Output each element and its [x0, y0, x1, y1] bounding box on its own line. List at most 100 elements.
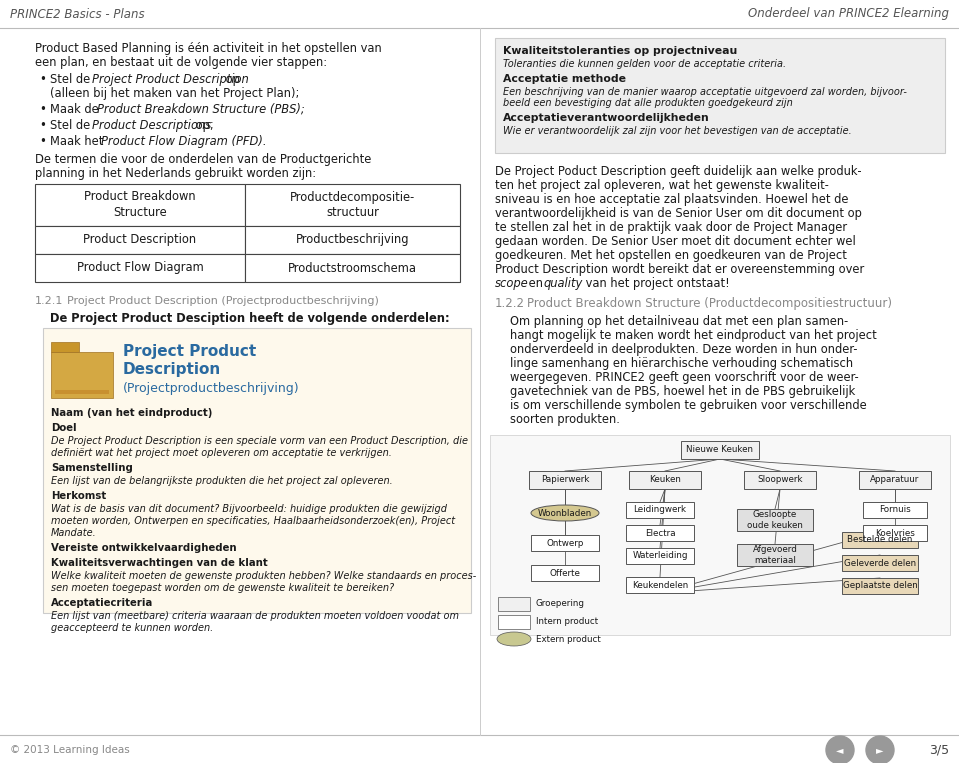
Bar — [51, 342, 79, 352]
Bar — [35, 226, 245, 254]
Text: Product Description: Product Description — [83, 233, 197, 246]
Text: ten het project zal opleveren, wat het gewenste kwaliteit-: ten het project zal opleveren, wat het g… — [495, 179, 829, 192]
Text: De termen die voor de onderdelen van de Productgerichte: De termen die voor de onderdelen van de … — [35, 153, 371, 166]
Bar — [842, 532, 918, 548]
Text: geaccepteerd te kunnen worden.: geaccepteerd te kunnen worden. — [51, 623, 213, 633]
Bar — [51, 352, 113, 398]
Circle shape — [866, 736, 894, 763]
Text: sniveau is en hoe acceptatie zal plaatsvinden. Hoewel het de: sniveau is en hoe acceptatie zal plaatsv… — [495, 193, 849, 206]
Text: hangt mogelijk te maken wordt het eindproduct van het project: hangt mogelijk te maken wordt het eindpr… — [510, 329, 877, 342]
Bar — [498, 615, 530, 629]
Text: Woonbladen: Woonbladen — [538, 508, 592, 517]
Text: © 2013 Learning Ideas: © 2013 Learning Ideas — [10, 745, 129, 755]
Text: Keukendelen: Keukendelen — [632, 581, 689, 590]
Text: Project Product Description: Project Product Description — [92, 73, 248, 86]
Text: 1.2.1: 1.2.1 — [35, 296, 63, 306]
Bar — [626, 502, 694, 518]
Text: ◄: ◄ — [836, 745, 844, 755]
Text: Kwaliteitstoleranties op projectniveau: Kwaliteitstoleranties op projectniveau — [503, 46, 737, 56]
Text: Offerte: Offerte — [550, 568, 580, 578]
Bar — [245, 184, 460, 226]
Text: Wat is de basis van dit document? Bijvoorbeeld: huidige produkten die gewijzigd: Wat is de basis van dit document? Bijvoo… — [51, 504, 447, 514]
Text: Productstroomschema: Productstroomschema — [288, 262, 417, 275]
Text: gavetechniek van de PBS, hoewel het in de PBS gebruikelijk: gavetechniek van de PBS, hoewel het in d… — [510, 385, 855, 398]
Text: Product Flow Diagram (PFD).: Product Flow Diagram (PFD). — [101, 135, 267, 148]
Text: weergegeven. PRINCE2 geeft geen voorschrift voor de weer-: weergegeven. PRINCE2 geeft geen voorschr… — [510, 371, 858, 384]
Text: Mandate.: Mandate. — [51, 528, 97, 538]
Text: Om planning op het detailniveau dat met een plan samen-: Om planning op het detailniveau dat met … — [510, 315, 849, 328]
Text: op;: op; — [192, 119, 214, 132]
Text: verantwoordelijkheid is van de Senior User om dit document op: verantwoordelijkheid is van de Senior Us… — [495, 207, 862, 220]
Text: Onderdeel van PRINCE2 Elearning: Onderdeel van PRINCE2 Elearning — [748, 8, 949, 21]
Text: planning in het Nederlands gebruikt worden zijn:: planning in het Nederlands gebruikt word… — [35, 167, 316, 180]
Text: Productdecompositie-
structuur: Productdecompositie- structuur — [290, 191, 415, 220]
Text: Project Product Description (Projectproductbeschrijving): Project Product Description (Projectprod… — [67, 296, 379, 306]
Text: gedaan worden. De Senior User moet dit document echter wel: gedaan worden. De Senior User moet dit d… — [495, 235, 855, 248]
Bar — [626, 577, 694, 593]
Text: Kwaliteitsverwachtingen van de klant: Kwaliteitsverwachtingen van de klant — [51, 558, 268, 568]
Text: Maak de: Maak de — [50, 103, 103, 116]
Text: Product Breakdown Structure (Productdecompositiestructuur): Product Breakdown Structure (Productdeco… — [527, 297, 892, 310]
Ellipse shape — [531, 505, 599, 521]
Text: van het project ontstaat!: van het project ontstaat! — [582, 277, 730, 290]
Text: Groepering: Groepering — [536, 598, 585, 607]
Text: Productbeschrijving: Productbeschrijving — [295, 233, 409, 246]
Text: Koelvries: Koelvries — [875, 529, 915, 537]
Text: •: • — [39, 135, 46, 148]
Text: Een lijst van de belangrijkste produkten die het project zal opleveren.: Een lijst van de belangrijkste produkten… — [51, 476, 393, 486]
Text: Product Breakdown
Structure: Product Breakdown Structure — [84, 191, 196, 220]
Text: PRINCE2 Basics - Plans: PRINCE2 Basics - Plans — [10, 8, 145, 21]
Text: Stel de: Stel de — [50, 73, 94, 86]
Text: onderverdeeld in deelprodukten. Deze worden in hun onder-: onderverdeeld in deelprodukten. Deze wor… — [510, 343, 857, 356]
Text: Maak het: Maak het — [50, 135, 107, 148]
Text: Geplaatste delen: Geplaatste delen — [843, 581, 918, 591]
Text: is om verschillende symbolen te gebruiken voor verschillende: is om verschillende symbolen te gebruike… — [510, 399, 867, 412]
Text: Doel: Doel — [51, 423, 77, 433]
Text: Fornuis: Fornuis — [879, 506, 911, 514]
Text: Geleverde delen: Geleverde delen — [844, 559, 916, 568]
Text: •: • — [39, 119, 46, 132]
Text: een plan, en bestaat uit de volgende vier stappen:: een plan, en bestaat uit de volgende vie… — [35, 56, 327, 69]
Text: Extern product: Extern product — [536, 635, 600, 643]
Text: (Projectproductbeschrijving): (Projectproductbeschrijving) — [123, 382, 299, 395]
Bar — [43, 328, 471, 613]
Text: scope: scope — [495, 277, 528, 290]
Text: Bestelde delen: Bestelde delen — [848, 536, 913, 545]
Bar — [842, 578, 918, 594]
Text: Nieuwe Keuken: Nieuwe Keuken — [687, 446, 754, 455]
Text: Waterleiding: Waterleiding — [632, 552, 688, 561]
Text: 3/5: 3/5 — [929, 743, 949, 756]
Bar — [529, 471, 601, 489]
Bar — [490, 435, 950, 635]
Text: op: op — [222, 73, 240, 86]
Text: soorten produkten.: soorten produkten. — [510, 413, 620, 426]
Text: 1.2.2: 1.2.2 — [495, 297, 525, 310]
Bar — [498, 597, 530, 611]
Bar — [626, 525, 694, 541]
Text: Product Breakdown Structure (PBS);: Product Breakdown Structure (PBS); — [97, 103, 305, 116]
Text: •: • — [39, 103, 46, 116]
Text: •: • — [39, 73, 46, 86]
Text: Electra: Electra — [644, 529, 675, 537]
Text: De Project Product Desciption heeft de volgende onderdelen:: De Project Product Desciption heeft de v… — [50, 312, 450, 325]
Text: Ontwerp: Ontwerp — [547, 539, 584, 548]
Text: (alleen bij het maken van het Project Plan);: (alleen bij het maken van het Project Pl… — [50, 87, 299, 100]
Text: Afgevoerd
materiaal: Afgevoerd materiaal — [753, 546, 798, 565]
Bar — [626, 548, 694, 564]
Text: quality: quality — [543, 277, 582, 290]
Text: Wie er verantwoordelijk zal zijn voor het bevestigen van de acceptatie.: Wie er verantwoordelijk zal zijn voor he… — [503, 126, 852, 136]
Text: Leidingwerk: Leidingwerk — [634, 506, 687, 514]
Text: Acceptatieverantwoordelijkheden: Acceptatieverantwoordelijkheden — [503, 113, 710, 123]
Text: ►: ► — [877, 745, 884, 755]
Text: Description: Description — [123, 362, 222, 377]
Text: beeld een bevestiging dat alle produkten goedgekeurd zijn: beeld een bevestiging dat alle produkten… — [503, 98, 793, 108]
Text: Product Flow Diagram: Product Flow Diagram — [77, 262, 203, 275]
Text: goedkeuren. Met het opstellen en goedkeuren van de Project: goedkeuren. Met het opstellen en goedkeu… — [495, 249, 847, 262]
Text: Product Descriptions: Product Descriptions — [92, 119, 211, 132]
Text: Een beschrijving van de manier waarop acceptatie uitgevoerd zal worden, bijvoor-: Een beschrijving van de manier waarop ac… — [503, 87, 907, 97]
Text: Keuken: Keuken — [649, 475, 681, 485]
Bar — [863, 525, 927, 541]
Text: Acceptatiecriteria: Acceptatiecriteria — [51, 598, 153, 608]
Text: Acceptatie methode: Acceptatie methode — [503, 74, 626, 84]
Bar — [245, 254, 460, 282]
